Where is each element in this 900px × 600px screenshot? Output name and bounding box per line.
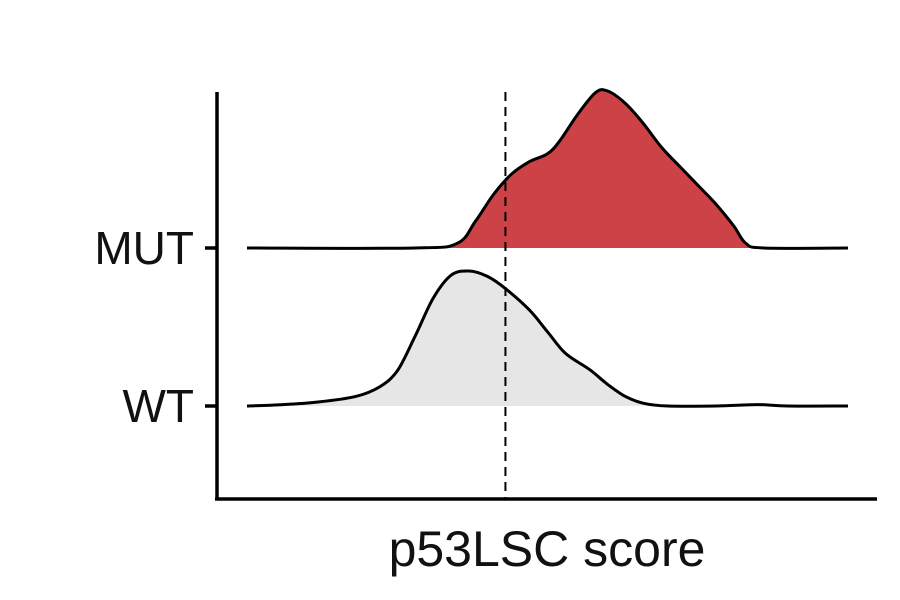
ridge-fill-wt	[247, 270, 848, 407]
ridge-outline-mut	[246, 88, 849, 250]
ridge-fill-mut	[247, 89, 848, 249]
y-tick-label-wt: WT	[122, 380, 194, 432]
y-ticks-group: WT MUT	[94, 222, 217, 432]
ridge-outline-wt	[246, 269, 849, 408]
x-axis-title: p53LSC score	[389, 521, 706, 577]
ridges-group	[246, 88, 849, 408]
y-tick-label-mut: MUT	[94, 222, 194, 274]
